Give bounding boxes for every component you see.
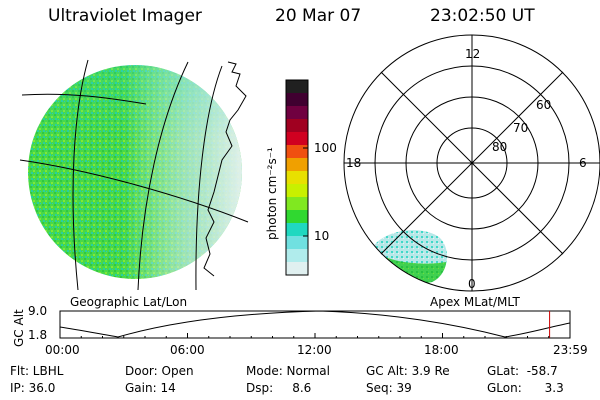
date-label: 20 Mar 07 (275, 6, 362, 26)
colorbar-segment (286, 223, 308, 237)
alt-tick-0600: 06:00 (170, 343, 205, 357)
colorbar-tick-100: 100 (314, 141, 337, 155)
alt-tick-0000: 00:00 (45, 343, 80, 357)
polar-caption: Apex MLat/MLT (430, 295, 520, 309)
colorbar-segment (286, 106, 308, 120)
colorbar-unit-label: photon cm⁻²s⁻¹ (265, 147, 279, 240)
colorbar-segment (286, 210, 308, 224)
alt-tick-1800: 18:00 (424, 343, 459, 357)
door-value: Door: Open (125, 364, 194, 378)
glon-value: GLon: 3.3 (487, 381, 564, 395)
earth-disk-image (28, 65, 242, 279)
colorbar-segment (286, 158, 308, 172)
auroral-blob (372, 230, 447, 284)
filter-value: Flt: LBHL (10, 364, 64, 378)
seq-value: Seq: 39 (366, 381, 412, 395)
colorbar-segment (286, 249, 308, 263)
colorbar-frame (285, 79, 309, 276)
mode-value: Mode: Normal (246, 364, 330, 378)
mlat-70-label: 70 (513, 121, 529, 135)
colorbar-segment (286, 262, 308, 276)
coastline (203, 61, 247, 277)
glat-value: GLat: -58.7 (487, 364, 558, 378)
colorbar-segment (286, 197, 308, 211)
colorbar-segment (286, 132, 308, 146)
mlt-6-label: 6 (579, 156, 587, 170)
alt-tick-1200: 12:00 (297, 343, 332, 357)
time-label: 23:02:50 UT (430, 6, 535, 26)
mlt-18-label: 18 (346, 156, 362, 170)
alt-ylabel: GC Alt (12, 309, 26, 347)
colorbar-segment (286, 184, 308, 198)
dsp-value: Dsp: 8.6 (246, 381, 312, 395)
colorbar-segment (286, 80, 308, 94)
geo-grid (19, 59, 249, 291)
geo-caption: Geographic Lat/Lon (70, 295, 188, 309)
gain-value: Gain: 14 (125, 381, 176, 395)
gc-alt-value: GC Alt: 3.9 Re (366, 364, 450, 378)
colorbar-segment (286, 171, 308, 185)
alt-tick-2359: 23:59 (553, 343, 588, 357)
colorbar-segment (286, 236, 308, 250)
mlat-80-label: 80 (492, 140, 508, 154)
altitude-strip (59, 310, 571, 339)
alt-ymax: 9.0 (28, 304, 48, 318)
mlt-12-label: 12 (465, 47, 481, 61)
colorbar (285, 79, 309, 276)
instrument-title: Ultraviolet Imager (48, 6, 202, 26)
colorbar-segment (286, 119, 308, 133)
mlat-60-label: 60 (536, 98, 552, 112)
alt-ymin: 1.8 (28, 328, 48, 342)
colorbar-segment (286, 145, 308, 159)
colorbar-tick-10: 10 (314, 229, 330, 243)
colorbar-segment (286, 93, 308, 107)
polar-plot (343, 34, 600, 292)
mlt-0-label: 0 (468, 277, 476, 291)
ip-value: IP: 36.0 (10, 381, 56, 395)
